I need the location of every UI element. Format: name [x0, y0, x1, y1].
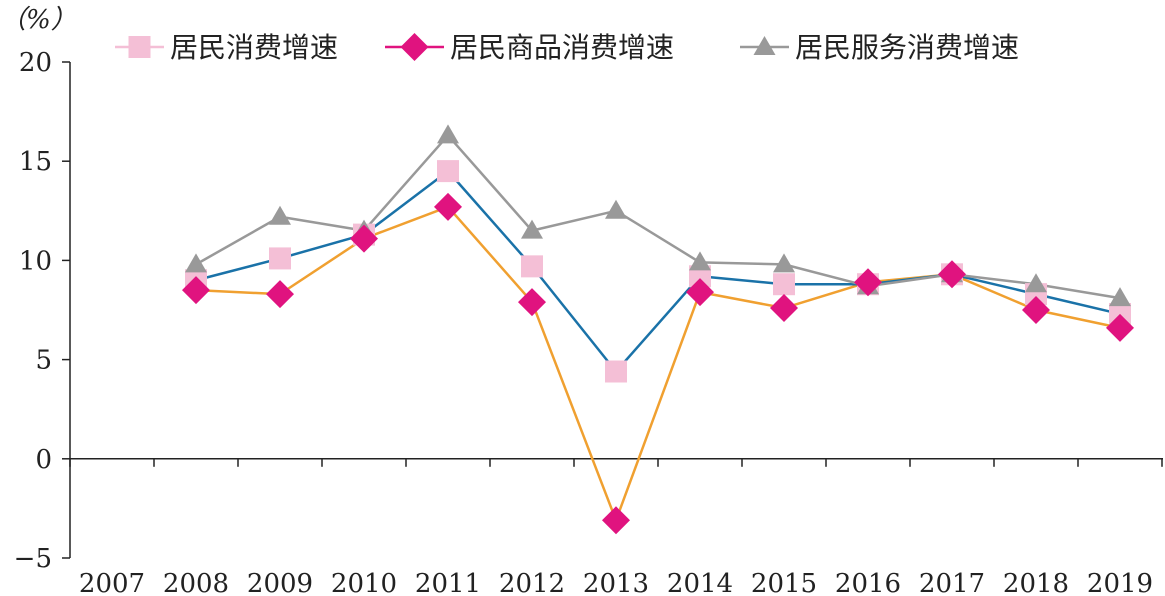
data-point-series-3: [437, 124, 459, 144]
data-point-series-3: [269, 205, 291, 225]
x-tick-label: 2017: [919, 569, 985, 596]
data-point-series-3: [1025, 273, 1047, 293]
series-line-2: [195, 205, 1121, 522]
series-line-1: [195, 169, 1121, 373]
axes: −5 0 5 10 15 20 2007 2008 2009 2010 2011 2012 2013 20…: [14, 48, 1163, 596]
data-point-series-2: [350, 224, 378, 253]
data-point-series-1: [689, 265, 711, 288]
x-tick-label: 2019: [1087, 569, 1153, 596]
x-tick-label: 2016: [835, 569, 901, 596]
data-point-series-2: [854, 268, 882, 297]
y-axis-unit-label: （%）: [0, 5, 77, 35]
data-point-series-3: [605, 199, 627, 219]
x-tick-label: 2013: [583, 569, 649, 596]
legend-marker-1: [128, 36, 151, 58]
x-tick-label: 2014: [667, 569, 733, 596]
data-point-series-2: [518, 288, 546, 317]
data-point-series-1: [437, 160, 459, 183]
y-tick-label: −5: [14, 544, 52, 574]
data-point-series-2: [602, 506, 630, 535]
y-tick-label: 5: [35, 346, 52, 376]
data-point-series-1: [269, 247, 291, 270]
data-point-series-3: [689, 251, 711, 271]
y-tick-label: 0: [35, 445, 52, 475]
x-tick-label: 2015: [751, 569, 817, 596]
data-point-series-2: [1106, 313, 1134, 342]
x-tick-label: 2007: [79, 569, 145, 596]
legend-label-3: 居民服务消费增速: [795, 31, 1019, 64]
data-point-series-2: [266, 280, 294, 309]
y-tick-label: 15: [19, 147, 52, 177]
data-point-series-3: [1109, 287, 1131, 307]
x-tick-label: 2009: [247, 569, 313, 596]
data-point-series-2: [770, 294, 798, 323]
data-point-series-1: [521, 255, 543, 278]
x-tick-label: 2010: [331, 569, 397, 596]
legend-label-2: 居民商品消费增速: [450, 31, 674, 64]
x-tick-label: 2011: [415, 569, 481, 596]
y-tick-label: 20: [19, 48, 52, 78]
x-tick-label: 2012: [499, 569, 565, 596]
legend-marker-3: [753, 36, 776, 55]
series-layer: [182, 124, 1134, 535]
data-point-series-1: [605, 360, 627, 383]
data-point-series-2: [1022, 296, 1050, 324]
data-point-series-3: [773, 253, 795, 273]
x-tick-label: 2008: [163, 569, 229, 596]
data-point-series-2: [686, 278, 714, 307]
data-point-series-2: [434, 192, 462, 221]
data-point-series-3: [185, 253, 207, 273]
series-line-3: [195, 134, 1121, 300]
data-point-series-2: [182, 276, 210, 305]
data-point-series-3: [521, 219, 543, 239]
legend-marker-2: [400, 33, 429, 61]
y-tick-label: 10: [19, 246, 52, 276]
data-point-series-1: [773, 273, 795, 296]
legend-label-1: 居民消费增速: [170, 31, 338, 64]
legend: 居民消费增速 居民商品消费增速 居民服务消费增速: [115, 31, 1019, 64]
data-point-series-2: [938, 260, 966, 289]
x-tick-label: 2018: [1003, 569, 1069, 596]
